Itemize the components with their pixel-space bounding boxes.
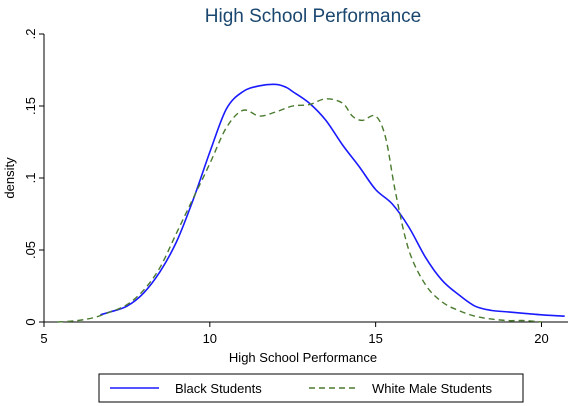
y-tick-label: 0 [23,318,38,325]
x-tick-label: 10 [203,331,217,346]
y-tick-label: .15 [23,97,38,115]
y-tick-label: .05 [23,241,38,259]
y-axis-label: density [2,157,17,199]
legend-label-black-students: Black Students [175,381,262,396]
series-line-black-students [100,83,565,317]
x-tick-label: 15 [368,331,382,346]
chart-title: High School Performance [205,6,422,27]
x-tick-label: 5 [40,331,47,346]
axis-ticks: 5 10 15 20 0 .05 .1 .15 .2 [23,29,549,346]
legend: Black Students White Male Students [98,373,524,403]
y-tick-label: .2 [23,29,38,40]
legend-label-white-male-students: White Male Students [372,381,492,396]
series-lines [57,83,565,323]
x-axis-label: High School Performance [229,350,377,365]
x-tick-label: 20 [534,331,548,346]
y-tick-label: .1 [23,173,38,184]
series-line-white-male-students [57,98,542,323]
